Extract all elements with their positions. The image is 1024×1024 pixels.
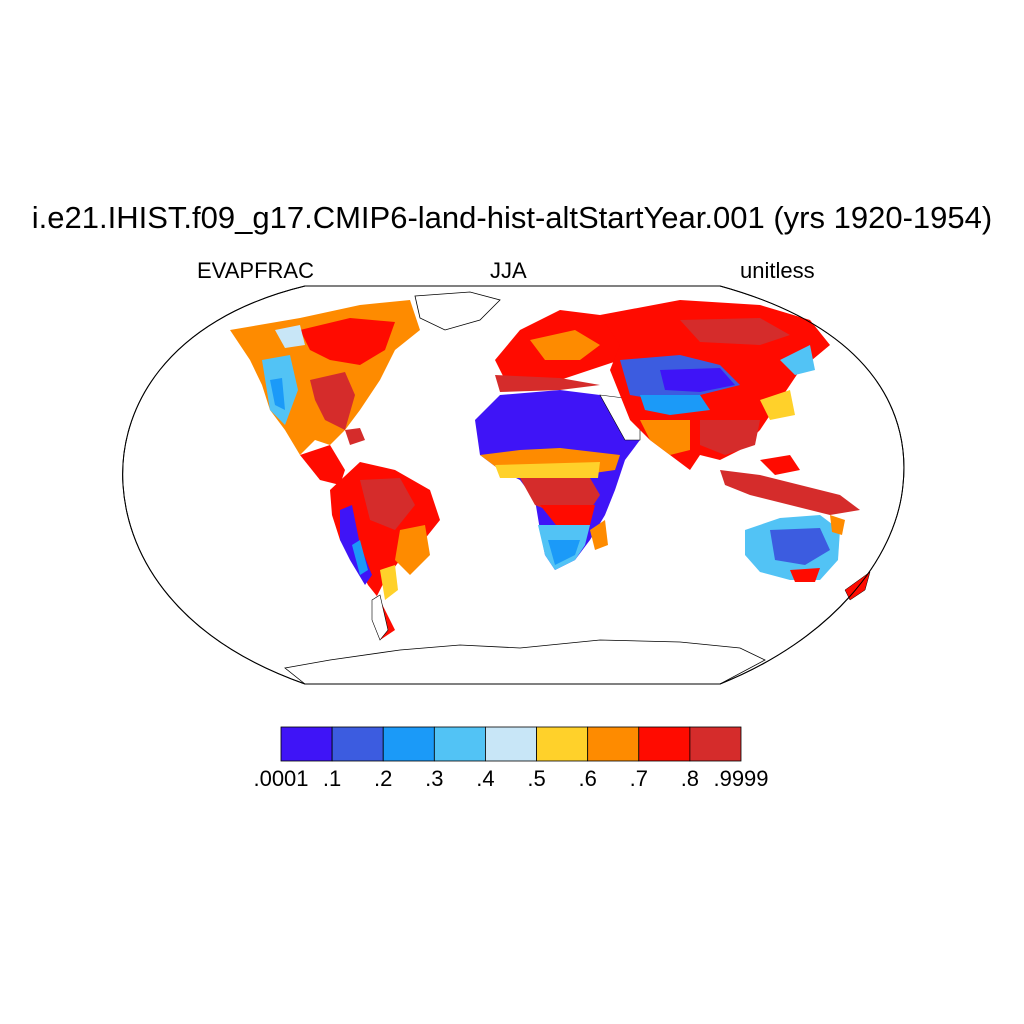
colorbar-swatch [587,726,640,762]
colorbar-label: .4 [476,766,495,791]
colorbar-swatch [638,726,691,762]
units-label: unitless [740,258,815,283]
colorbar-label: .1 [322,766,342,791]
europe [495,310,630,392]
north-america [230,300,420,485]
colorbar-swatch [485,726,537,762]
colorbar-label: .6 [578,766,597,791]
colorbar-label: .3 [425,766,444,791]
maritime-asia [720,455,860,515]
colorbar-swatch [331,726,384,762]
asia [600,300,830,470]
south-america [330,462,440,641]
australia [745,515,845,582]
variable-label: EVAPFRAC [197,258,314,283]
colorbar-label: .2 [374,766,393,791]
colorbar-swatch [536,726,589,762]
colorbar-swatch [280,726,333,762]
colorbar-swatch [433,726,486,762]
colorbar-label: .8 [680,766,700,791]
africa [475,390,641,570]
greenland [414,291,501,331]
colorbar-label: .7 [629,766,648,791]
colorbar [280,726,742,762]
plot-title: i.e21.IHIST.f09_g17.CMIP6-land-hist-altS… [31,200,993,235]
colorbar-swatch [689,726,742,762]
colorbar-label: .5 [527,766,546,791]
colorbar-swatch [382,726,435,762]
colorbar-label: .9999 [713,766,769,791]
colorbar-label: .0001 [253,766,309,791]
season-label: JJA [490,258,527,283]
